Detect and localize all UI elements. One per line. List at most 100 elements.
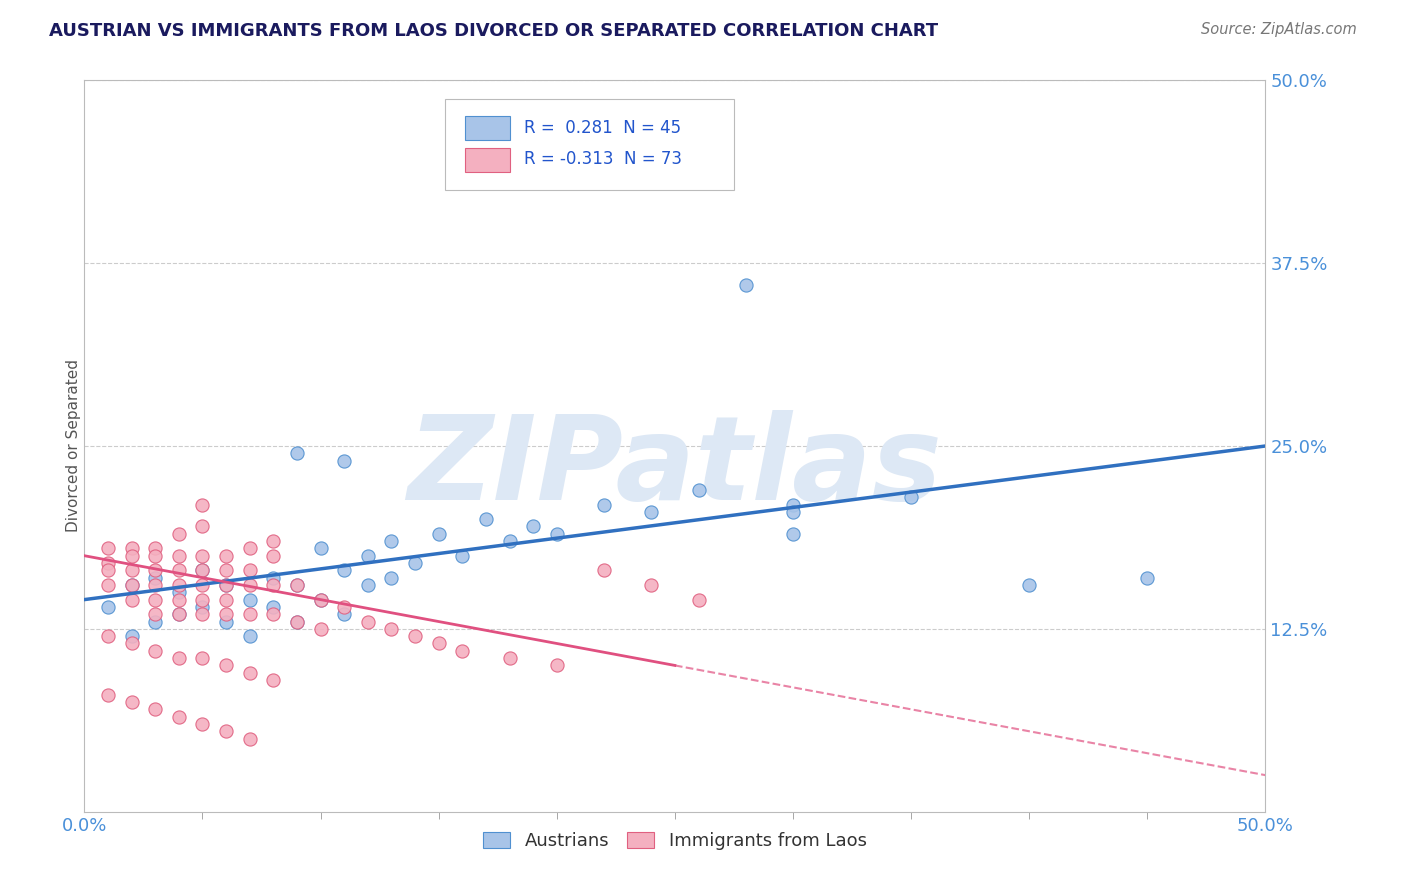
Point (262, 534, 284, 549)
FancyBboxPatch shape (464, 147, 509, 171)
Point (143, 615, 166, 629)
Point (427, 526, 450, 541)
Point (782, 505, 804, 519)
Point (262, 578, 284, 592)
Point (143, 644, 166, 658)
Point (191, 563, 214, 577)
Point (239, 731, 262, 746)
Point (239, 563, 262, 577)
Point (143, 592, 166, 607)
Point (285, 578, 308, 592)
Point (309, 592, 332, 607)
Point (333, 607, 356, 622)
Point (121, 563, 143, 577)
Point (333, 563, 356, 577)
Point (143, 571, 166, 585)
Point (498, 651, 520, 665)
Point (215, 578, 238, 592)
Point (593, 498, 616, 512)
Point (782, 498, 804, 512)
Point (191, 578, 214, 592)
Text: Source: ZipAtlas.com: Source: ZipAtlas.com (1201, 22, 1357, 37)
Point (640, 578, 662, 592)
Point (167, 607, 190, 622)
Point (215, 592, 238, 607)
Text: ZIPatlas: ZIPatlas (408, 410, 942, 525)
Point (475, 512, 498, 526)
Point (380, 622, 402, 636)
Point (121, 541, 143, 556)
Point (1372, 161, 1395, 175)
Point (688, 592, 710, 607)
Point (97, 556, 120, 570)
Point (121, 578, 143, 592)
Point (262, 599, 284, 614)
Point (262, 549, 284, 563)
Point (191, 717, 214, 731)
Point (239, 665, 262, 680)
Point (333, 599, 356, 614)
Point (97, 578, 120, 592)
Point (191, 498, 214, 512)
FancyBboxPatch shape (464, 116, 509, 140)
Point (143, 549, 166, 563)
Point (143, 578, 166, 592)
Point (143, 563, 166, 577)
Point (167, 563, 190, 577)
Point (121, 629, 143, 643)
Point (427, 636, 450, 650)
Point (380, 571, 402, 585)
Point (215, 549, 238, 563)
Point (239, 578, 262, 592)
Point (404, 629, 426, 643)
Point (285, 615, 308, 629)
Point (121, 578, 143, 592)
Point (191, 519, 214, 533)
Point (239, 629, 262, 643)
Point (380, 534, 402, 549)
Point (239, 541, 262, 556)
Point (121, 549, 143, 563)
Point (191, 549, 214, 563)
Point (357, 578, 380, 592)
Point (333, 453, 356, 467)
Point (451, 549, 474, 563)
Point (900, 490, 922, 504)
FancyBboxPatch shape (444, 99, 734, 190)
Point (191, 607, 214, 622)
Text: AUSTRIAN VS IMMIGRANTS FROM LAOS DIVORCED OR SEPARATED CORRELATION CHART: AUSTRIAN VS IMMIGRANTS FROM LAOS DIVORCE… (49, 22, 938, 40)
Point (167, 607, 190, 622)
Point (546, 658, 568, 673)
Point (191, 592, 214, 607)
Point (215, 724, 238, 739)
Point (262, 571, 284, 585)
Point (143, 607, 166, 622)
Point (285, 615, 308, 629)
Point (239, 607, 262, 622)
Point (262, 673, 284, 687)
Point (143, 541, 166, 556)
Y-axis label: Divorced or Separated: Divorced or Separated (66, 359, 80, 533)
Point (97, 563, 120, 577)
Point (167, 651, 190, 665)
Legend: Austrians, Immigrants from Laos: Austrians, Immigrants from Laos (475, 825, 875, 857)
Point (357, 615, 380, 629)
Point (262, 607, 284, 622)
Point (309, 592, 332, 607)
Text: R =  0.281  N = 45: R = 0.281 N = 45 (523, 119, 681, 136)
Point (215, 607, 238, 622)
Point (498, 534, 520, 549)
Point (593, 563, 616, 577)
Point (167, 709, 190, 723)
Point (309, 622, 332, 636)
Point (451, 644, 474, 658)
Point (285, 578, 308, 592)
Point (167, 578, 190, 592)
Point (167, 549, 190, 563)
Point (1136, 571, 1159, 585)
Point (404, 556, 426, 570)
Point (522, 519, 544, 533)
Point (167, 585, 190, 599)
Point (215, 563, 238, 577)
Point (215, 658, 238, 673)
